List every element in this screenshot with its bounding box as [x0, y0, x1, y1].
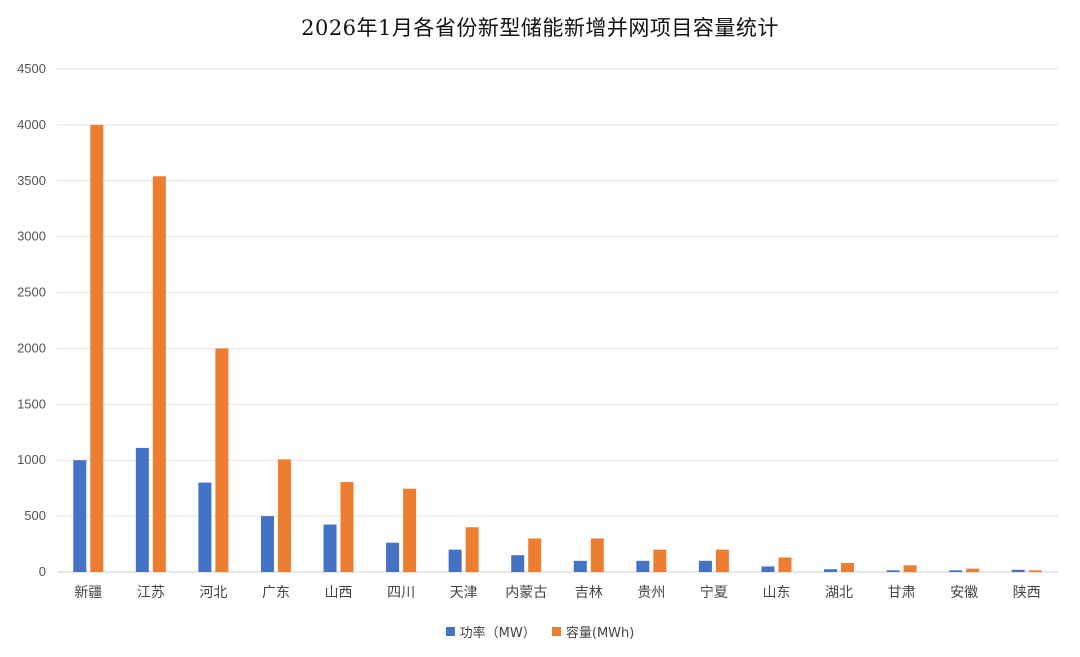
x-tick-label: 贵州: [637, 585, 665, 601]
bar-power: [824, 569, 838, 572]
x-tick-label: 新疆: [74, 585, 102, 601]
y-tick-label: 2000: [17, 340, 46, 355]
bar-capacity: [90, 124, 104, 572]
x-tick-label: 安徽: [950, 585, 978, 601]
legend-swatch-capacity: [551, 627, 561, 636]
y-tick-label: 4000: [17, 117, 46, 132]
bar-power: [698, 560, 712, 572]
legend: 功率（MW） 容量(MWh): [0, 622, 1080, 641]
bar-capacity: [1028, 570, 1042, 572]
bar-power: [886, 570, 900, 572]
bar-capacity: [903, 565, 917, 572]
bars: [73, 124, 1042, 572]
x-tick-label: 吉林: [575, 585, 603, 601]
bar-power: [1011, 569, 1025, 572]
y-tick-label: 3000: [17, 229, 46, 244]
legend-item-capacity[interactable]: 容量(MWh): [551, 622, 635, 641]
bar-power: [198, 482, 212, 572]
bar-capacity: [715, 549, 729, 572]
x-tick-label: 四川: [387, 585, 415, 601]
bar-capacity: [152, 176, 166, 572]
bar-capacity: [340, 482, 354, 572]
x-tick-label: 宁夏: [700, 584, 728, 601]
legend-swatch-power: [445, 627, 455, 636]
y-tick-label: 1000: [17, 452, 46, 467]
bar-capacity: [528, 538, 542, 572]
bar-capacity: [841, 563, 855, 572]
bar-power: [135, 447, 149, 572]
bar-capacity: [653, 549, 667, 572]
bar-power: [636, 560, 650, 572]
bar-power: [448, 549, 462, 572]
bar-capacity: [778, 557, 792, 572]
bar-power: [573, 560, 587, 572]
x-tick-label: 湖北: [825, 585, 853, 601]
y-tick-label: 500: [24, 508, 46, 523]
x-tick-label: 广东: [262, 585, 290, 601]
x-tick-label: 内蒙古: [505, 585, 547, 601]
bar-capacity: [277, 459, 291, 572]
bar-power: [511, 555, 525, 572]
y-tick-label: 3500: [17, 173, 46, 188]
legend-item-power[interactable]: 功率（MW）: [445, 622, 536, 641]
bar-power: [323, 524, 337, 572]
bar-power: [761, 566, 775, 572]
bar-power: [73, 460, 87, 572]
chart-title: 2026年1月各省份新型储能新增并网项目容量统计: [301, 16, 779, 40]
bar-power: [386, 542, 400, 572]
x-tick-label: 天津: [450, 585, 478, 601]
legend-label-power: 功率（MW）: [459, 626, 536, 641]
y-tick-label: 1500: [17, 396, 46, 411]
bar-power: [260, 516, 274, 572]
x-tick-label: 江苏: [137, 585, 165, 601]
bar-capacity: [215, 348, 229, 572]
x-tick-label: 山东: [762, 585, 790, 601]
x-tick-label: 河北: [199, 585, 227, 601]
legend-label-capacity: 容量(MWh): [565, 626, 635, 641]
y-tick-label: 4500: [17, 61, 46, 76]
x-tick-label: 陕西: [1013, 585, 1041, 601]
x-tick-label: 甘肃: [888, 585, 916, 601]
bar-power: [949, 570, 963, 572]
y-tick-label: 2500: [17, 285, 46, 300]
x-tick-label: 山西: [325, 585, 353, 601]
x-axis-ticks: 新疆 江苏 河北 广东 山西 四川 天津 内蒙古 吉林 贵州 宁夏 山东 湖北 甘肃 安徽 陕西: [74, 584, 1040, 601]
bar-capacity: [590, 538, 604, 572]
bar-capacity: [403, 488, 417, 572]
bar-capacity: [966, 568, 980, 572]
y-axis-ticks: 0 500 1000 1500 2000 2500 3000 3500 4000 4500: [17, 61, 46, 579]
bar-capacity: [465, 527, 479, 572]
y-tick-label: 0: [39, 564, 46, 579]
